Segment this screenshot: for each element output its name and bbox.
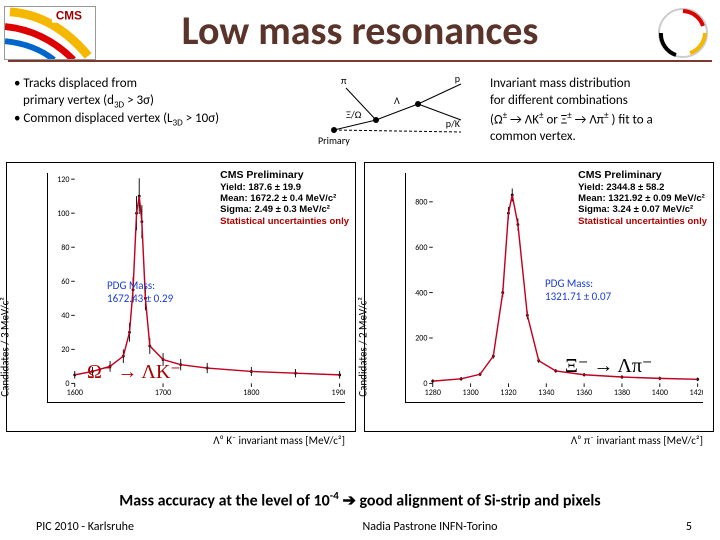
svg-text:1600: 1600 (67, 388, 83, 398)
text-line: common vertex. (490, 129, 710, 146)
pdg-value: 1672.43 ± 0.29 (107, 292, 173, 305)
decay-label-omega: Ω⁻ → ΛK⁻ (87, 359, 181, 384)
bullet-text: Common displaced vertex (L (23, 111, 172, 126)
y-axis-label: Candidates / 3 MeV/c² (0, 297, 12, 397)
svg-text:1700: 1700 (155, 388, 171, 398)
omega-chart: Candidates / 3 MeV/c² 020406080100120160… (6, 162, 356, 432)
svg-text:1400: 1400 (652, 388, 668, 398)
stats-box: CMS Preliminary Yield: 2344.8 ± 58.2 Mea… (578, 169, 707, 227)
svg-text:80: 80 (61, 243, 69, 253)
svg-text:1420: 1420 (690, 388, 703, 398)
svg-text:400: 400 (415, 288, 427, 298)
pdg-value: 1321.71 ± 0.07 (545, 290, 611, 303)
right-text-block: Invariant mass distribution for differen… (490, 76, 710, 146)
bullet-text: > 3σ) (124, 93, 154, 108)
page-number: 5 (660, 520, 720, 534)
sigma-text: Sigma: 3.24 ± 0.07 MeV/c² (578, 204, 707, 215)
svg-text:200: 200 (415, 334, 427, 344)
bullet-text: > 10σ) (183, 111, 219, 126)
pdg-mass-left: PDG Mass: 1672.43 ± 0.29 (107, 279, 173, 305)
left-bullets: Tracks displaced from primary vertex (d3… (14, 76, 314, 130)
mean-text: Mean: 1321.92 ± 0.09 MeV/c² (578, 193, 707, 204)
svg-text:p/K: p/K (446, 117, 461, 130)
mean-text: Mean: 1672.2 ± 0.4 MeV/c² (220, 193, 349, 204)
svg-text:1320: 1320 (500, 388, 516, 398)
sigma-text: Sigma: 2.49 ± 0.3 MeV/c² (220, 204, 349, 215)
pdg-label: PDG Mass: (107, 279, 173, 292)
xi-chart: Candidates / 2 MeV/c² 020040060080012801… (364, 162, 714, 432)
svg-text:1340: 1340 (538, 388, 554, 398)
decay-label-xi: Ξ⁻ → Λπ⁻ (565, 353, 652, 378)
svg-text:p: p (455, 72, 460, 85)
pdg-mass-right: PDG Mass: 1321.71 ± 0.07 (545, 277, 611, 303)
svg-text:1280: 1280 (425, 388, 441, 398)
stat-note: Statistical uncertainties only (220, 216, 349, 227)
svg-text:Ξ/Ω: Ξ/Ω (346, 108, 362, 121)
svg-text:20: 20 (61, 345, 69, 355)
yield-text: Yield: 187.6 ± 19.9 (220, 182, 349, 193)
text-line: (Ω± → ΛK± or Ξ± → Λπ± ) fit to a (490, 110, 710, 129)
svg-text:800: 800 (415, 198, 427, 208)
svg-text:π: π (341, 74, 347, 87)
text-line: for different combinations (490, 93, 710, 110)
svg-text:120: 120 (57, 175, 69, 185)
stat-note: Statistical uncertainties only (578, 216, 707, 227)
conference-logo (656, 6, 710, 60)
title-underline (8, 60, 712, 62)
x-axis-label: Λ⁰ K⁻ invariant mass [MeV/c²] (213, 434, 345, 447)
svg-text:1900: 1900 (332, 388, 345, 398)
svg-text:Primary: Primary (318, 134, 350, 147)
decay-diagram: π p p/K Λ Ξ/Ω Primary (316, 70, 466, 148)
svg-text:1800: 1800 (243, 388, 259, 398)
yield-text: Yield: 2344.8 ± 58.2 (578, 182, 707, 193)
footer-center: Nadia Pastrone INFN-Torino (200, 520, 660, 534)
prelim-label: CMS Preliminary (578, 169, 707, 182)
svg-text:100: 100 (57, 209, 69, 219)
svg-text:40: 40 (61, 311, 69, 321)
svg-text:1380: 1380 (614, 388, 630, 398)
svg-text:600: 600 (415, 243, 427, 253)
pdg-label: PDG Mass: (545, 277, 611, 290)
svg-text:Λ: Λ (394, 94, 400, 107)
svg-text:1300: 1300 (462, 388, 478, 398)
bullet-text: Tracks displaced from (23, 76, 137, 91)
x-axis-label: Λ⁰ π⁻ invariant mass [MeV/c²] (571, 434, 703, 447)
slide-title: Low mass resonances (0, 6, 720, 55)
footer-left: PIC 2010 - Karlsruhe (0, 520, 200, 534)
svg-text:1360: 1360 (576, 388, 592, 398)
y-axis-label: Candidates / 2 MeV/c² (357, 297, 370, 397)
footer: PIC 2010 - Karlsruhe Nadia Pastrone INFN… (0, 520, 720, 534)
stats-box: CMS Preliminary Yield: 187.6 ± 19.9 Mean… (220, 169, 349, 227)
prelim-label: CMS Preliminary (220, 169, 349, 182)
text-line: Invariant mass distribution (490, 76, 710, 93)
bullet-text: primary vertex (d (23, 93, 114, 108)
svg-text:60: 60 (61, 277, 69, 287)
conclusion-text: Mass accuracy at the level of 10-4 ➔ goo… (0, 489, 720, 510)
